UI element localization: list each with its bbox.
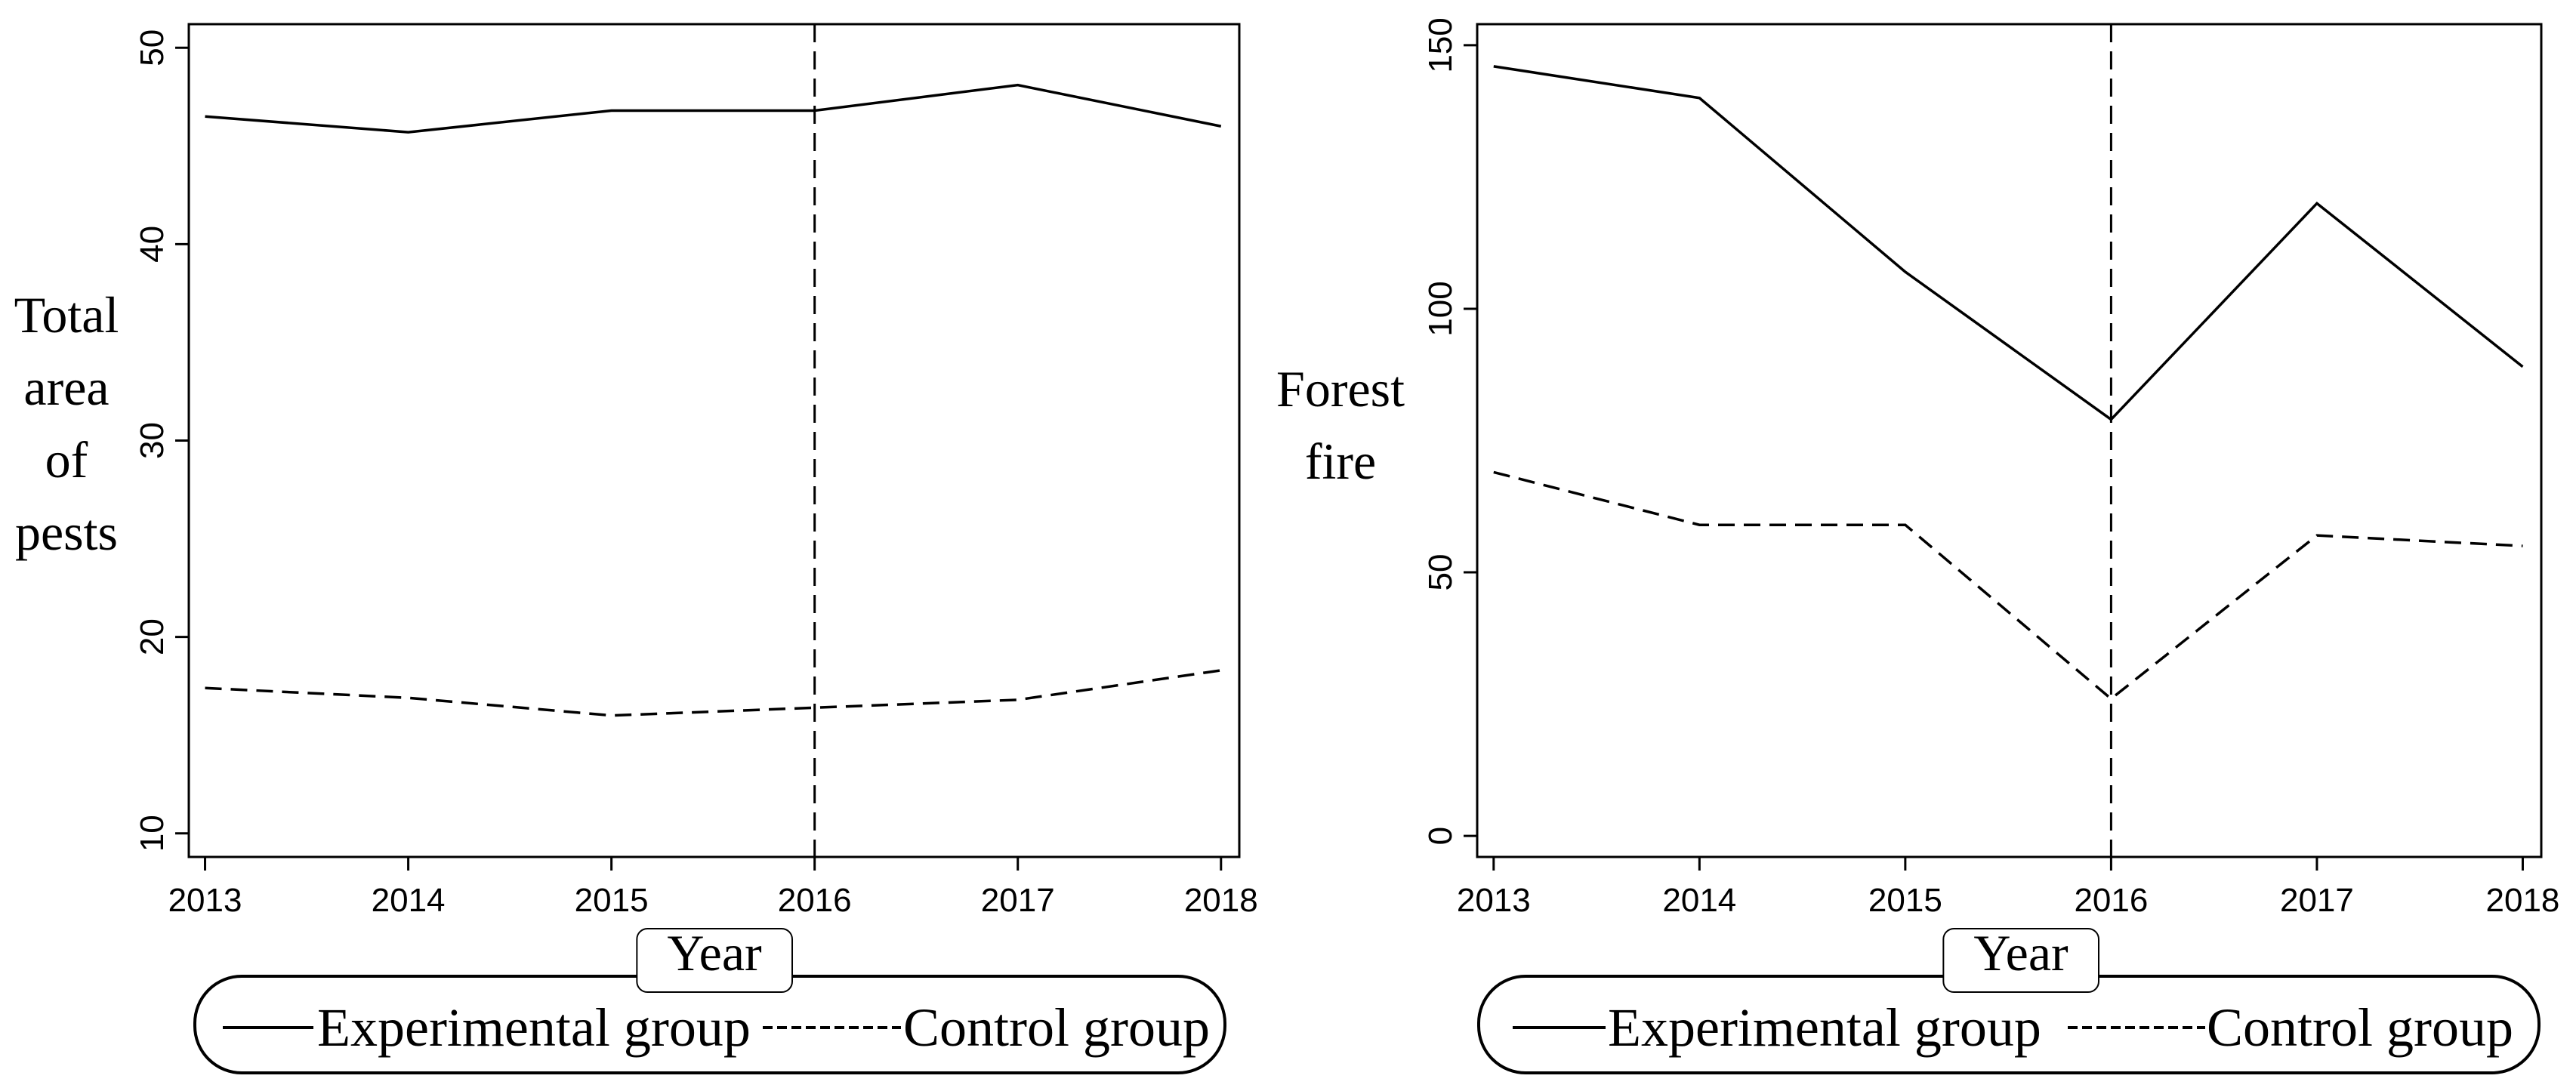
x-tick-label: 2017: [981, 882, 1055, 919]
x-axis-label-backing: [1942, 928, 2100, 993]
x-axis-label: Year: [667, 924, 762, 982]
series-line-control-group: [205, 669, 1222, 717]
y-tick-label: 20: [134, 618, 171, 655]
x-tick-label: 2015: [1868, 882, 1942, 919]
x-tick-label: 2016: [2074, 882, 2148, 919]
y-axis-label-line: Total: [14, 286, 119, 344]
x-tick-label: 2016: [778, 882, 852, 919]
x-tick-label: 2014: [372, 882, 446, 919]
series-line-experimental-group: [1493, 65, 2524, 421]
x-tick-label: 2013: [1457, 882, 1531, 919]
y-tick-label: 30: [134, 422, 171, 459]
legend-label-experimental: Experimental group: [1608, 997, 2041, 1058]
chart-panel-2: 0 50 100 150 2013 2014 2015 2016 2017 2018 Forest f…: [1276, 17, 2560, 1074]
y-axis-label-line: of: [45, 431, 88, 488]
x-tick-label: 2018: [1184, 882, 1258, 919]
y-axis-label-line: fire: [1305, 433, 1376, 490]
y-tick-label: 100: [1422, 281, 1459, 336]
legend-label-control: Control group: [903, 997, 1210, 1058]
chart-panel-1: 10 20 30 40 50 2013 2014 2015 2016 2017 2018 Total a…: [14, 23, 1258, 1074]
y-tick-label: 10: [134, 815, 171, 852]
y-tick-label: 50: [134, 29, 171, 66]
legend-label-experimental: Experimental group: [317, 997, 751, 1058]
y-axis-label-line: pests: [15, 504, 118, 561]
x-axis-label-backing: [636, 928, 794, 993]
x-tick-label: 2018: [2486, 882, 2560, 919]
y-tick-label: 0: [1422, 827, 1459, 845]
y-tick-label: 50: [1422, 554, 1459, 591]
x-axis-label: Year: [1973, 924, 2069, 982]
x-tick-label: 2015: [575, 882, 649, 919]
x-tick-label: 2017: [2280, 882, 2354, 919]
y-axis-label-line: area: [23, 359, 109, 416]
legend-label-control: Control group: [2207, 997, 2513, 1058]
plot-area-frame: [187, 23, 1241, 858]
y-tick-label: 150: [1422, 17, 1459, 72]
plot-area-frame: [1476, 23, 2543, 858]
x-tick-label: 2013: [168, 882, 242, 919]
y-axis-label-line: Forest: [1276, 360, 1405, 418]
y-tick-label: 40: [134, 226, 171, 263]
x-tick-label: 2014: [1662, 882, 1736, 919]
series-line-experimental-group: [205, 83, 1222, 134]
series-line-control-group: [1493, 470, 2523, 701]
